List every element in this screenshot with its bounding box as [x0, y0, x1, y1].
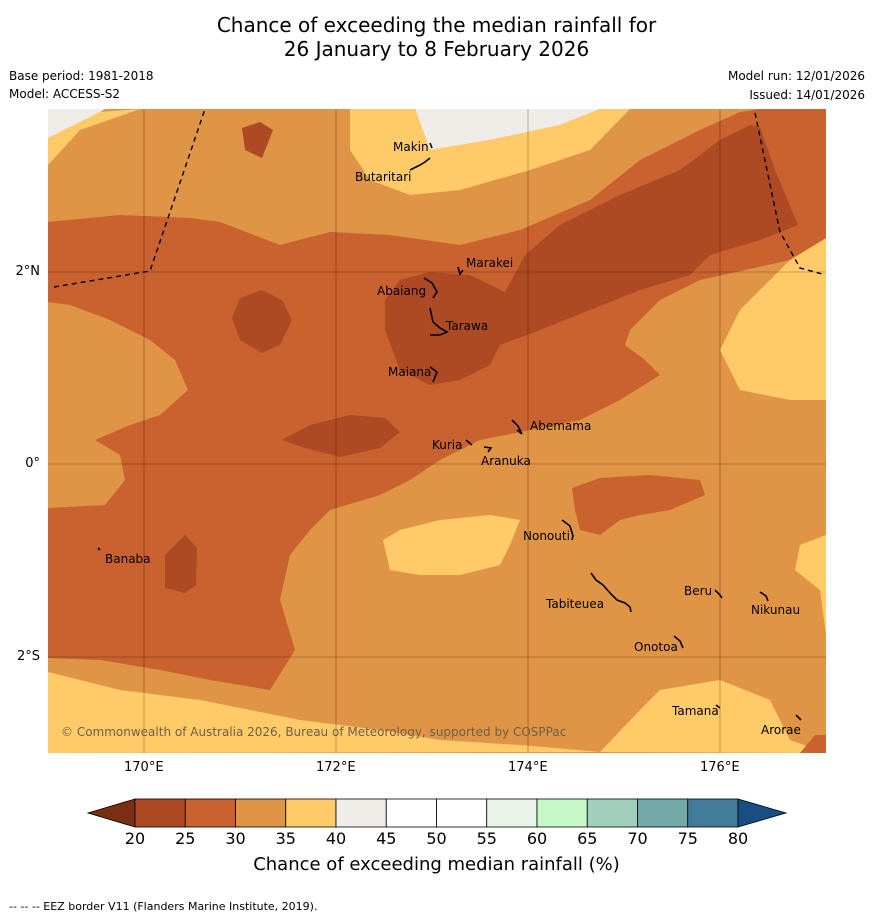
issued-date: Issued: 14/01/2026 — [749, 88, 865, 102]
colorbar-cell — [486, 798, 538, 828]
title-line-1: Chance of exceeding the median rainfall … — [216, 13, 657, 37]
colorbar-tick-label: 60 — [527, 829, 547, 848]
rainfall-map: Makin Butaritari Marakei Abaiang Tarawa … — [48, 109, 826, 753]
colorbar-tick-label: 70 — [627, 829, 647, 848]
colorbar-tick-label: 75 — [678, 829, 698, 848]
colorbar-cell — [436, 798, 488, 828]
label-nonouti: Nonouti — [523, 529, 570, 543]
label-abemama: Abemama — [530, 419, 591, 433]
colorbar-cell — [134, 798, 186, 828]
colorbar-cell — [637, 798, 689, 828]
gridlines — [48, 109, 826, 753]
copyright-notice: © Commonwealth of Australia 2026, Bureau… — [61, 725, 566, 739]
label-tabiteuea: Tabiteuea — [545, 597, 604, 611]
lat-label-0: 0° — [25, 456, 40, 471]
colorbar-tick-label: 55 — [477, 829, 497, 848]
colorbar-cell — [184, 798, 236, 828]
zone-20-25-east — [385, 125, 798, 385]
colorbar-tick-label: 25 — [175, 829, 195, 848]
zone-20-25-patch-2 — [232, 290, 292, 353]
island-outlines — [97, 142, 802, 721]
zone-25-30-southeast — [572, 475, 826, 753]
zone-20-25-patch-1 — [242, 122, 273, 158]
model-run: Model run: 12/01/2026 — [727, 69, 865, 83]
eez-borders — [53, 109, 823, 288]
colorbar: 20 25 30 35 40 45 50 55 60 65 70 75 80 — [86, 798, 788, 848]
label-tarawa: Tarawa — [445, 319, 488, 333]
colorbar-under-arrow — [86, 798, 136, 828]
colorbar-tick-label: 40 — [326, 829, 346, 848]
colorbar-tick-label: 45 — [376, 829, 396, 848]
label-marakei: Marakei — [466, 256, 513, 270]
lon-label-170: 170°E — [124, 760, 164, 775]
colorbar-tick-label: 35 — [276, 829, 296, 848]
label-aranuka: Aranuka — [481, 454, 531, 468]
label-nikunau: Nikunau — [751, 603, 800, 617]
label-kuria: Kuria — [432, 438, 463, 452]
model-name: Model: ACCESS-S2 — [9, 87, 121, 101]
base-period: Base period: 1981-2018 — [9, 69, 154, 83]
colorbar-cell — [385, 798, 437, 828]
colorbar-tick-label: 30 — [225, 829, 245, 848]
lon-label-172: 172°E — [316, 760, 356, 775]
colorbar-over-arrow — [737, 798, 788, 828]
label-arorae: Arorae — [761, 723, 801, 737]
colorbar-cell — [586, 798, 638, 828]
label-abaiang: Abaiang — [377, 284, 426, 298]
label-tamana: Tamana — [671, 704, 719, 718]
colorbar-cell — [536, 798, 588, 828]
label-banaba: Banaba — [105, 552, 151, 566]
lat-label-2s: 2°S — [16, 649, 40, 664]
title-line-2: 26 January to 8 February 2026 — [283, 37, 590, 61]
label-onotoa: Onotoa — [634, 640, 678, 654]
zone-20-25-patch-4 — [165, 535, 197, 593]
colorbar-cell — [285, 798, 337, 828]
colorbar-cell — [235, 798, 287, 828]
colorbar-title: Chance of exceeding median rainfall (%) — [253, 854, 620, 875]
label-beru: Beru — [684, 584, 712, 598]
lat-label-2n: 2°N — [15, 264, 41, 279]
zone-20-25-patch-3 — [282, 415, 400, 457]
label-makin: Makin — [393, 140, 429, 154]
colorbar-tick-label: 80 — [728, 829, 748, 848]
colorbar-cell — [687, 798, 739, 828]
colorbar-cell — [335, 798, 387, 828]
label-maiana: Maiana — [388, 365, 431, 379]
lon-label-174: 174°E — [508, 760, 548, 775]
lon-label-176: 176°E — [700, 760, 740, 775]
colorbar-tick-label: 20 — [125, 829, 145, 848]
eez-footnote: -- -- -- EEZ border V11 (Flanders Marine… — [9, 900, 318, 913]
colorbar-tick-label: 50 — [426, 829, 446, 848]
label-butaritari: Butaritari — [355, 170, 412, 184]
colorbar-tick-label: 65 — [577, 829, 597, 848]
